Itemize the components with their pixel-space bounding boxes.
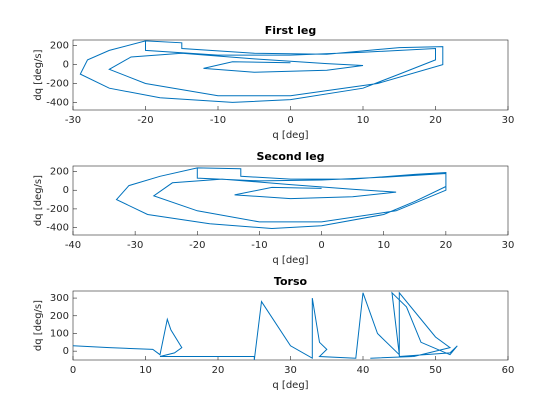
trajectory — [115, 167, 447, 230]
x-axis-label: q [deg] — [272, 255, 308, 266]
x-tick-label: 10 — [377, 240, 390, 251]
x-tick-label: 0 — [287, 115, 293, 126]
x-tick-label: 60 — [502, 365, 515, 376]
trajectory — [72, 291, 458, 361]
y-tick-label: -200 — [46, 204, 69, 215]
x-tick-label: -30 — [127, 240, 143, 251]
y-tick-label: 0 — [63, 346, 69, 357]
y-tick-label: 300 — [50, 293, 69, 304]
x-tick-label: 30 — [502, 240, 515, 251]
y-axis-label: dq [deg/s] — [33, 300, 44, 351]
x-tick-label: 30 — [502, 115, 515, 126]
x-tick-label: 0 — [318, 240, 324, 251]
y-axis-label: dq [deg/s] — [33, 49, 44, 100]
x-tick-label: -10 — [210, 115, 226, 126]
y-tick-label: -400 — [46, 97, 69, 108]
trajectory — [79, 40, 444, 103]
x-tick-label: 20 — [439, 240, 452, 251]
x-tick-label: 50 — [429, 365, 442, 376]
x-tick-label: 10 — [357, 115, 370, 126]
x-tick-label: 0 — [70, 365, 76, 376]
x-tick-label: -10 — [251, 240, 267, 251]
y-tick-label: 0 — [63, 185, 69, 196]
axes-title: First leg — [265, 24, 316, 37]
y-tick-label: -200 — [46, 79, 69, 90]
y-tick-label: 200 — [50, 311, 69, 322]
y-tick-label: 200 — [50, 41, 69, 52]
y-tick-label: -400 — [46, 223, 69, 234]
y-tick-label: 0 — [63, 60, 69, 71]
x-tick-label: -30 — [65, 115, 81, 126]
x-tick-label: 20 — [212, 365, 225, 376]
x-tick-label: -40 — [65, 240, 81, 251]
y-tick-label: 200 — [50, 167, 69, 178]
x-tick-label: 30 — [284, 365, 297, 376]
x-tick-label: 20 — [429, 115, 442, 126]
x-tick-label: -20 — [137, 115, 153, 126]
x-tick-label: 40 — [357, 365, 370, 376]
x-tick-label: -20 — [189, 240, 205, 251]
x-tick-label: 10 — [139, 365, 152, 376]
y-axis-label: dq [deg/s] — [33, 175, 44, 226]
x-axis-label: q [deg] — [272, 380, 308, 391]
y-tick-label: 100 — [50, 328, 69, 339]
x-axis-label: q [deg] — [272, 130, 308, 141]
axes-box — [72, 165, 509, 236]
axes-title: Torso — [274, 275, 308, 288]
axes-title: Second leg — [256, 150, 324, 163]
